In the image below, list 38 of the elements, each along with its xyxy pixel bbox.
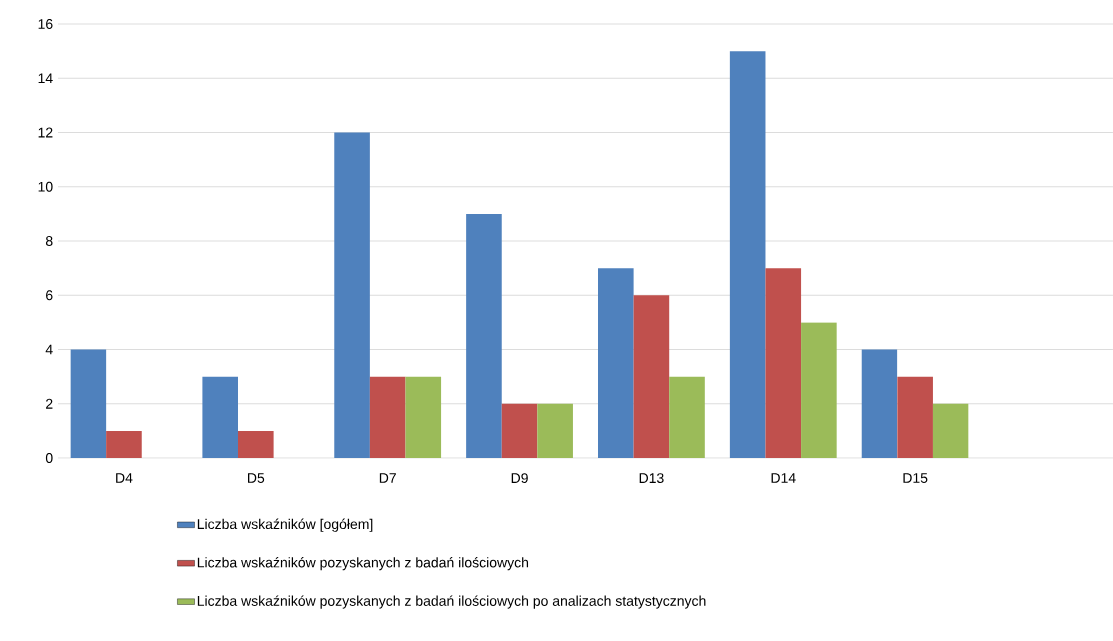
bar (729, 51, 766, 458)
legend-label: Liczba wskaźników pozyskanych z badań ilościowych po analizach statystycznych (197, 595, 706, 609)
bar (932, 403, 969, 458)
bar (202, 376, 238, 458)
bar (405, 376, 442, 458)
y-tick-label: 0 (45, 453, 53, 463)
x-tick-label: D5 (248, 473, 265, 483)
y-tick-label: 16 (38, 19, 53, 29)
x-tick-label: D7 (379, 473, 396, 483)
bar (537, 403, 573, 458)
bar (633, 295, 670, 458)
legend-label: Liczba wskaźników pozyskanych z badań ilościowych (197, 557, 529, 571)
bar (334, 132, 370, 458)
y-tick-label: 2 (46, 398, 53, 409)
x-tick-label: D14 (771, 473, 796, 483)
x-tick-label: D9 (511, 473, 528, 484)
bar (801, 322, 837, 458)
x-tick-label: D13 (639, 473, 664, 484)
bar (466, 213, 502, 458)
bar (861, 349, 898, 458)
legend-label: Liczba wskaźników [ogółem] (197, 518, 373, 532)
y-tick-label: 8 (45, 236, 53, 246)
bar (765, 268, 802, 458)
x-tick-label: D15 (903, 473, 928, 483)
bar (897, 376, 933, 458)
x-tick-label: D4 (116, 473, 133, 483)
bar (669, 376, 705, 458)
bar (598, 268, 634, 458)
y-tick-label: 14 (38, 73, 53, 84)
bar (106, 430, 142, 458)
bar (369, 376, 406, 458)
bar (70, 349, 107, 458)
bar (238, 430, 274, 458)
y-tick-label: 6 (46, 290, 53, 301)
y-tick-label: 10 (38, 181, 53, 192)
y-tick-label: 12 (38, 127, 53, 138)
bar (501, 403, 538, 458)
y-tick-label: 4 (45, 344, 53, 355)
